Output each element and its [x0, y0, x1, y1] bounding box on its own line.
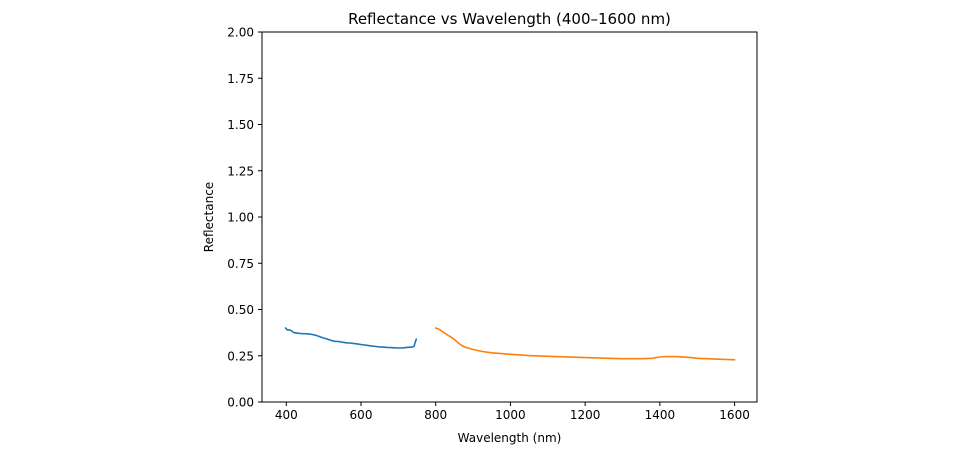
x-tick-label: 1200	[570, 408, 601, 422]
chart-title: Reflectance vs Wavelength (400–1600 nm)	[348, 10, 671, 28]
y-tick-label: 0.00	[227, 396, 254, 410]
x-tick-label: 400	[275, 408, 298, 422]
y-tick-label: 0.75	[227, 257, 254, 271]
y-axis-label: Reflectance	[202, 182, 216, 252]
x-tick-label: 1400	[645, 408, 676, 422]
y-tick-label: 1.25	[227, 164, 254, 178]
x-tick-label: 1000	[495, 408, 526, 422]
x-tick-label: 600	[350, 408, 373, 422]
series-line-nir-range	[434, 327, 736, 361]
x-tick-label: 800	[424, 408, 447, 422]
series-line-visible-range	[284, 327, 418, 349]
x-tick-label: 1600	[719, 408, 750, 422]
y-tick-label: 1.50	[227, 118, 254, 132]
x-axis-label: Wavelength (nm)	[458, 431, 562, 445]
y-tick-label: 0.25	[227, 349, 254, 363]
y-tick-label: 1.00	[227, 211, 254, 225]
y-tick-label: 2.00	[227, 26, 254, 40]
series-layer	[284, 327, 736, 361]
plot-frame	[261, 31, 758, 403]
y-tick-label: 1.75	[227, 72, 254, 86]
ticks-layer: 400 600 800 1000 1200 1400 1600 0.00 0.25 0.50 0.7…	[227, 26, 750, 423]
y-tick-label: 0.50	[227, 303, 254, 317]
